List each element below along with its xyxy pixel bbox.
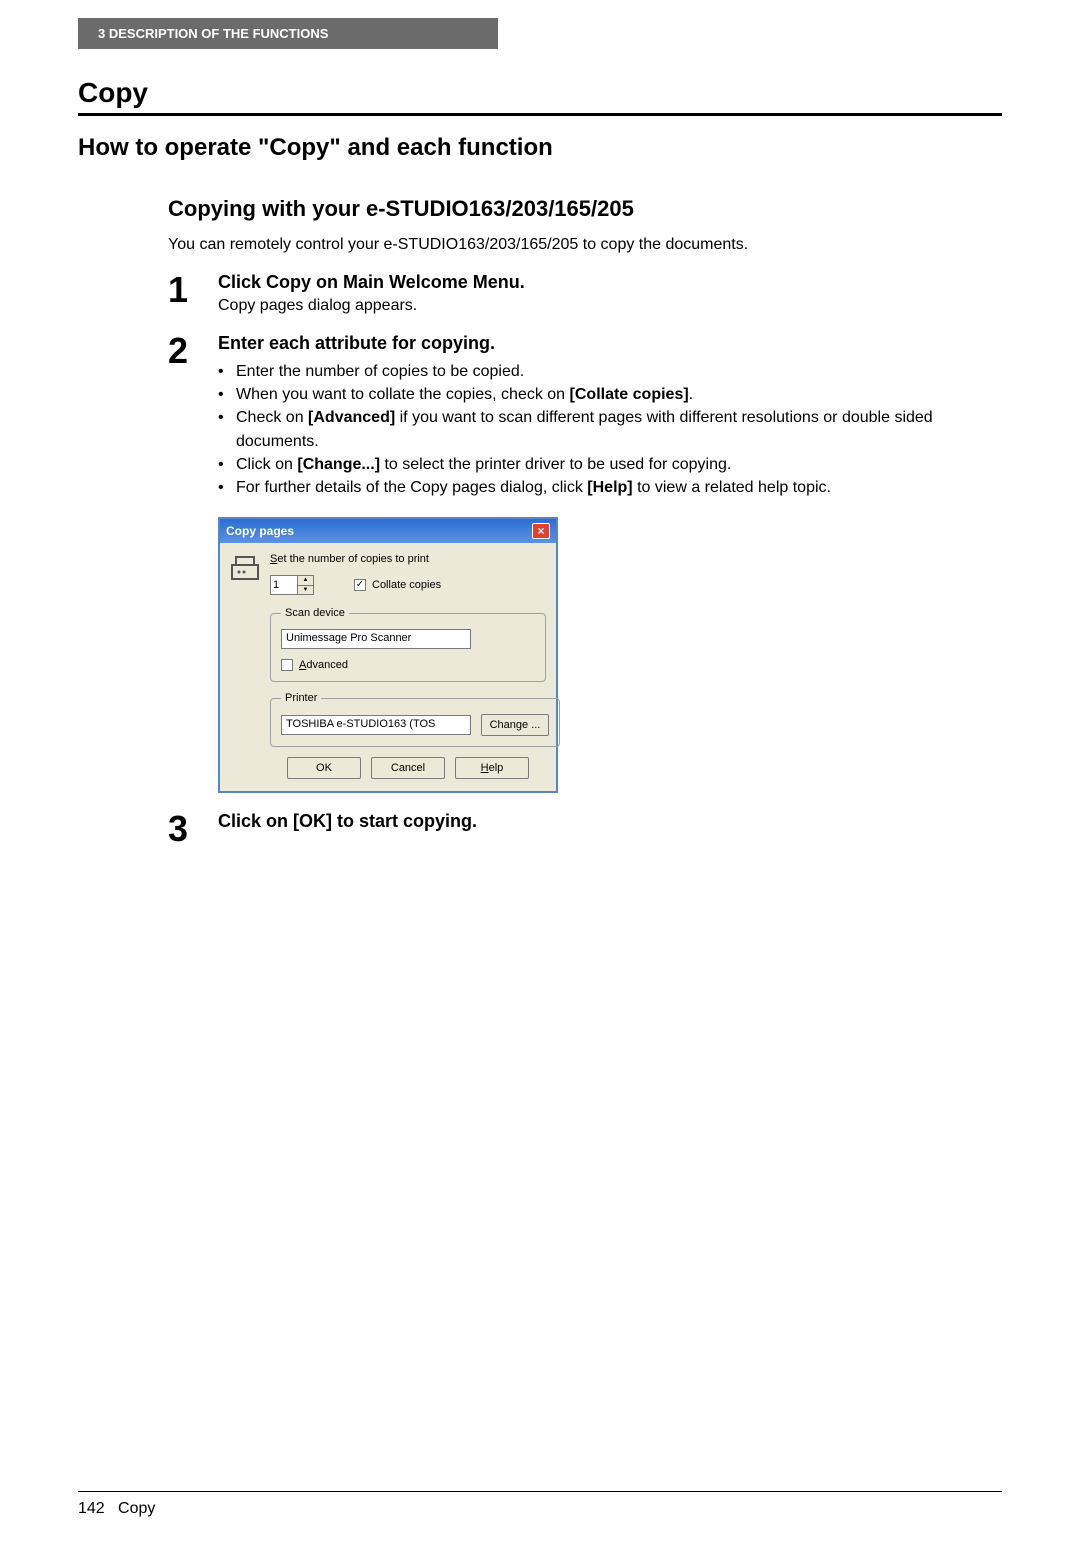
- printer-group: Printer TOSHIBA e-STUDIO163 (TOS Change …: [270, 692, 560, 747]
- scan-legend: Scan device: [281, 607, 349, 619]
- spinner-arrows[interactable]: ▲ ▼: [297, 576, 313, 594]
- bullet-list: Enter the number of copies to be copied.…: [218, 360, 1002, 499]
- printer-legend: Printer: [281, 692, 321, 704]
- copies-spinner[interactable]: ▲ ▼: [270, 575, 314, 595]
- list-item: When you want to collate the copies, che…: [218, 383, 1002, 406]
- dialog-titlebar[interactable]: Copy pages ×: [220, 519, 556, 543]
- arrow-down-icon[interactable]: ▼: [298, 586, 313, 595]
- scan-device-field[interactable]: Unimessage Pro Scanner: [281, 629, 471, 649]
- list-item: Click on [Change...] to select the print…: [218, 453, 1002, 476]
- step-title: Click Copy on Main Welcome Menu.: [218, 272, 1002, 293]
- step-number: 1: [168, 272, 218, 315]
- footer-label: Copy: [118, 1500, 155, 1517]
- step-title: Enter each attribute for copying.: [218, 333, 1002, 354]
- copier-icon: [228, 551, 262, 585]
- copy-pages-dialog: Copy pages × Set the number of copies to…: [218, 517, 558, 793]
- step-text: Copy pages dialog appears.: [218, 297, 1002, 315]
- arrow-up-icon[interactable]: ▲: [298, 576, 313, 586]
- intro-text: You can remotely control your e-STUDIO16…: [168, 236, 1002, 254]
- collate-label: Collate copies: [372, 579, 441, 591]
- step-2: 2 Enter each attribute for copying. Ente…: [168, 333, 1002, 499]
- page-title: Copy: [78, 77, 1002, 116]
- page-footer: 142 Copy: [78, 1491, 1002, 1518]
- change-button[interactable]: Change ...: [481, 714, 549, 736]
- step-number: 3: [168, 811, 218, 847]
- page-subtitle: How to operate "Copy" and each function: [78, 134, 1002, 162]
- step-3: 3 Click on [OK] to start copying.: [168, 811, 1002, 847]
- section-title: Copying with your e-STUDIO163/203/165/20…: [168, 196, 1002, 222]
- page-number: 142: [78, 1500, 105, 1517]
- list-item: Check on [Advanced] if you want to scan …: [218, 406, 1002, 452]
- printer-field[interactable]: TOSHIBA e-STUDIO163 (TOS: [281, 715, 471, 735]
- chapter-header: 3 DESCRIPTION OF THE FUNCTIONS: [78, 18, 498, 49]
- instruction-label: Set the number of copies to print: [270, 553, 546, 565]
- step-1: 1 Click Copy on Main Welcome Menu. Copy …: [168, 272, 1002, 315]
- step-title: Click on [OK] to start copying.: [218, 811, 1002, 832]
- scan-device-group: Scan device Unimessage Pro Scanner Advan…: [270, 607, 546, 682]
- advanced-label: Advanced: [299, 659, 348, 671]
- list-item: Enter the number of copies to be copied.: [218, 360, 1002, 383]
- collate-checkbox[interactable]: ✓: [354, 579, 366, 591]
- advanced-checkbox[interactable]: [281, 659, 293, 671]
- help-button[interactable]: Help: [455, 757, 529, 779]
- close-icon[interactable]: ×: [532, 523, 550, 539]
- cancel-button[interactable]: Cancel: [371, 757, 445, 779]
- copies-input[interactable]: [271, 576, 297, 594]
- dialog-title-text: Copy pages: [226, 524, 294, 538]
- ok-button[interactable]: OK: [287, 757, 361, 779]
- list-item: For further details of the Copy pages di…: [218, 476, 1002, 499]
- step-number: 2: [168, 333, 218, 499]
